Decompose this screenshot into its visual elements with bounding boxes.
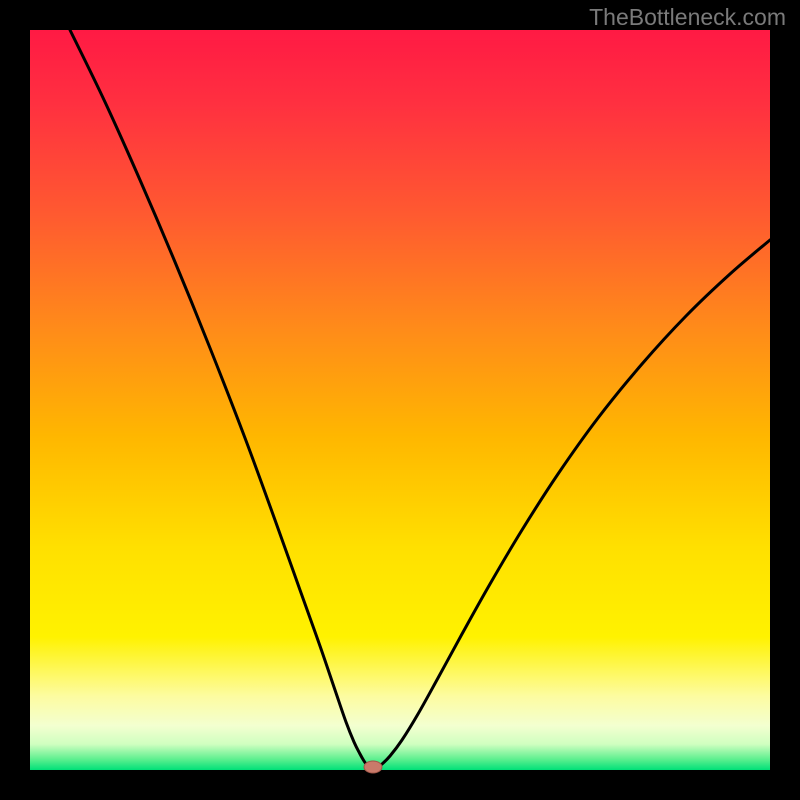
optimal-point-marker bbox=[364, 761, 382, 773]
watermark-text: TheBottleneck.com bbox=[589, 4, 786, 31]
chart-container: TheBottleneck.com bbox=[0, 0, 800, 800]
bottleneck-chart bbox=[0, 0, 800, 800]
plot-area bbox=[30, 30, 770, 770]
